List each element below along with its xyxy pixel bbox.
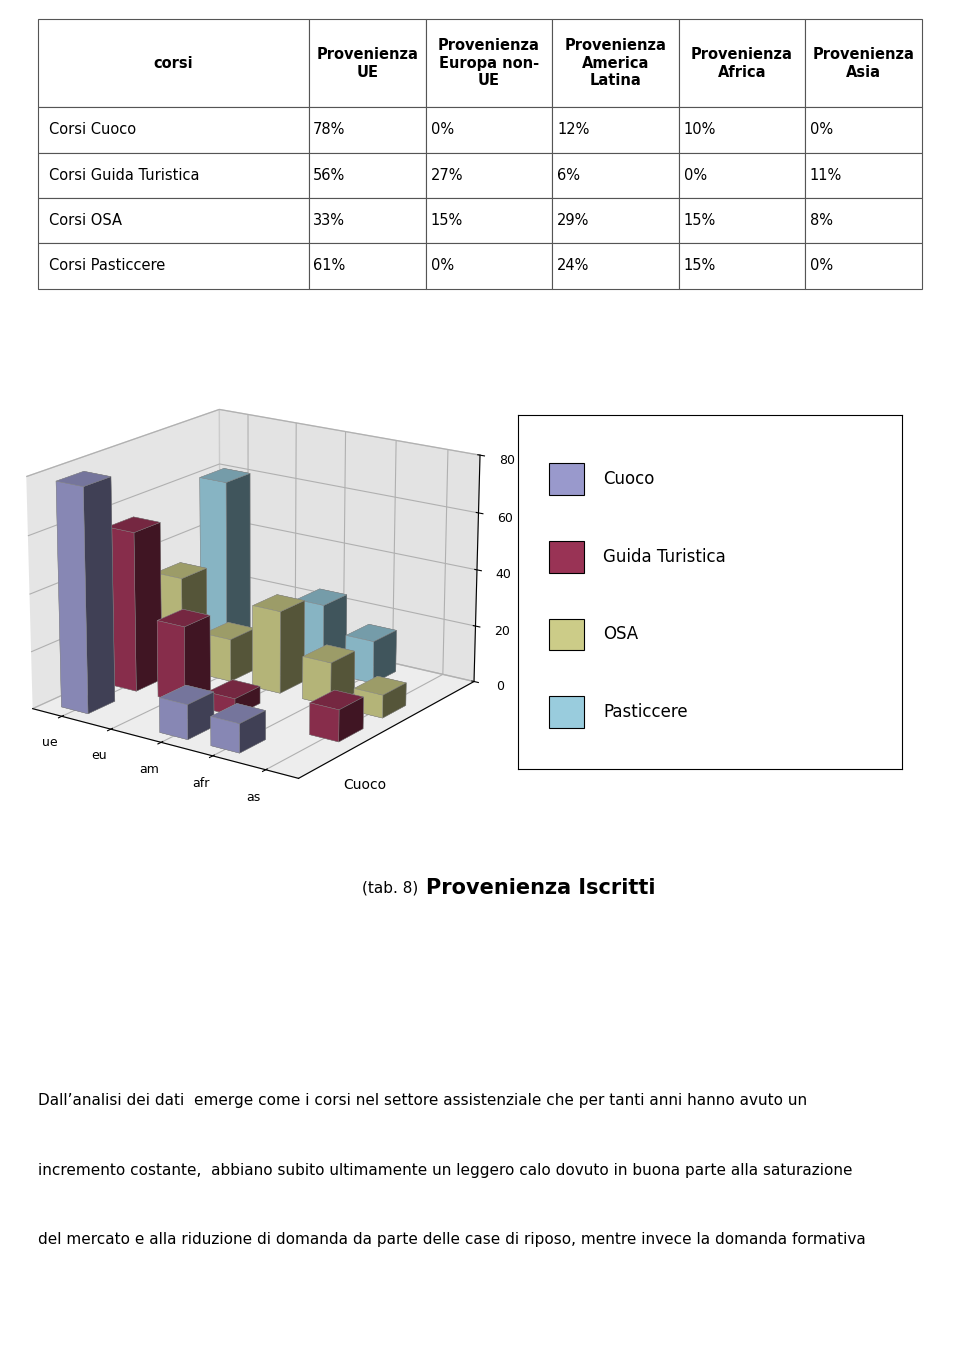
Text: Guida Turistica: Guida Turistica (603, 547, 726, 566)
Bar (549, 540, 584, 573)
Text: del mercato e alla riduzione di domanda da parte delle case di riposo, mentre in: del mercato e alla riduzione di domanda … (38, 1232, 866, 1247)
Bar (549, 697, 584, 728)
Text: Pasticcere: Pasticcere (603, 704, 687, 721)
Bar (549, 619, 584, 651)
Text: Provenienza Iscritti: Provenienza Iscritti (426, 878, 656, 898)
Text: Cuoco: Cuoco (603, 470, 655, 487)
Text: OSA: OSA (603, 626, 638, 644)
Text: incremento costante,  abbiano subito ultimamente un leggero calo dovuto in buona: incremento costante, abbiano subito ulti… (38, 1162, 852, 1177)
Bar (549, 463, 584, 495)
Text: (tab. 8): (tab. 8) (362, 881, 419, 896)
Text: Dall’analisi dei dati  emerge come i corsi nel settore assistenziale che per tan: Dall’analisi dei dati emerge come i cors… (38, 1093, 807, 1108)
